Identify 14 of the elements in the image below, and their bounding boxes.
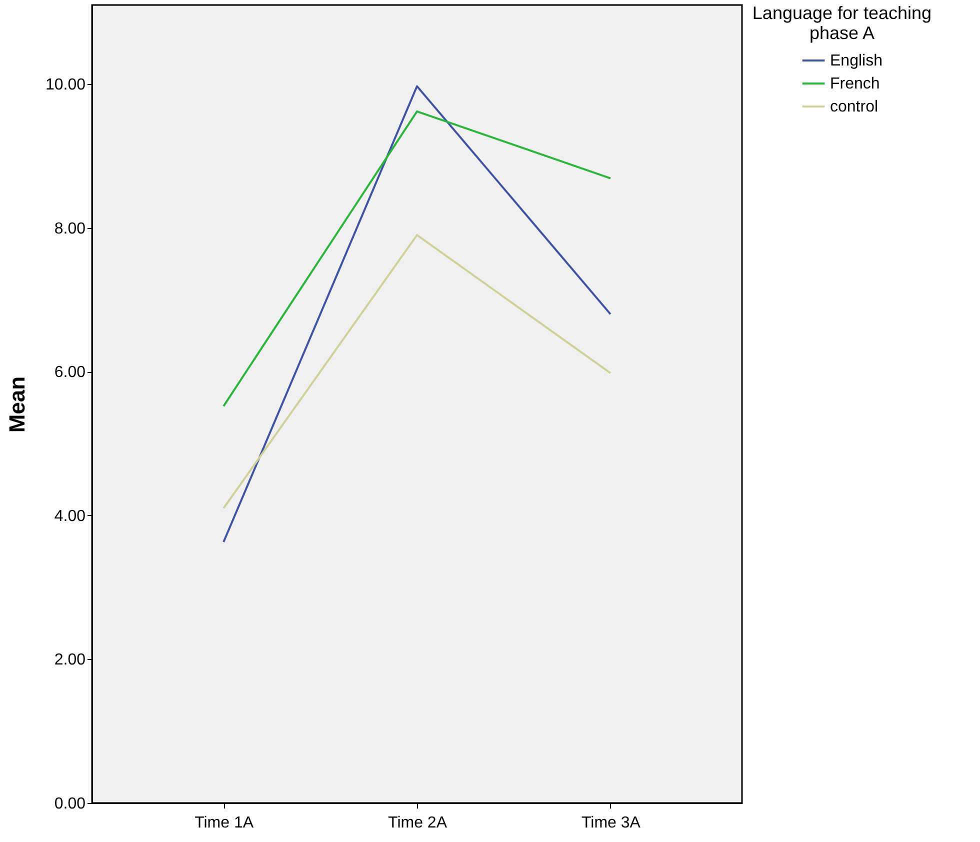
x-tick-label: Time 2A [388,814,448,832]
x-tick-label: Time 3A [581,814,641,832]
legend-label: control [830,98,878,116]
y-tick-label: 4.00 [54,508,86,525]
legend-label: French [830,76,880,92]
y-tick-label: 2.00 [54,652,86,669]
y-tick-label: 10.00 [45,76,86,94]
x-tick-label: Time 1A [194,814,254,832]
legend-title: Language for teaching phase A [752,3,932,43]
y-axis-title: Mean [4,376,30,433]
legend-label: English [830,52,882,70]
y-tick-label: 8.00 [54,220,86,238]
y-tick-label: 0.00 [54,796,86,812]
y-tick-label: 6.00 [54,364,86,382]
